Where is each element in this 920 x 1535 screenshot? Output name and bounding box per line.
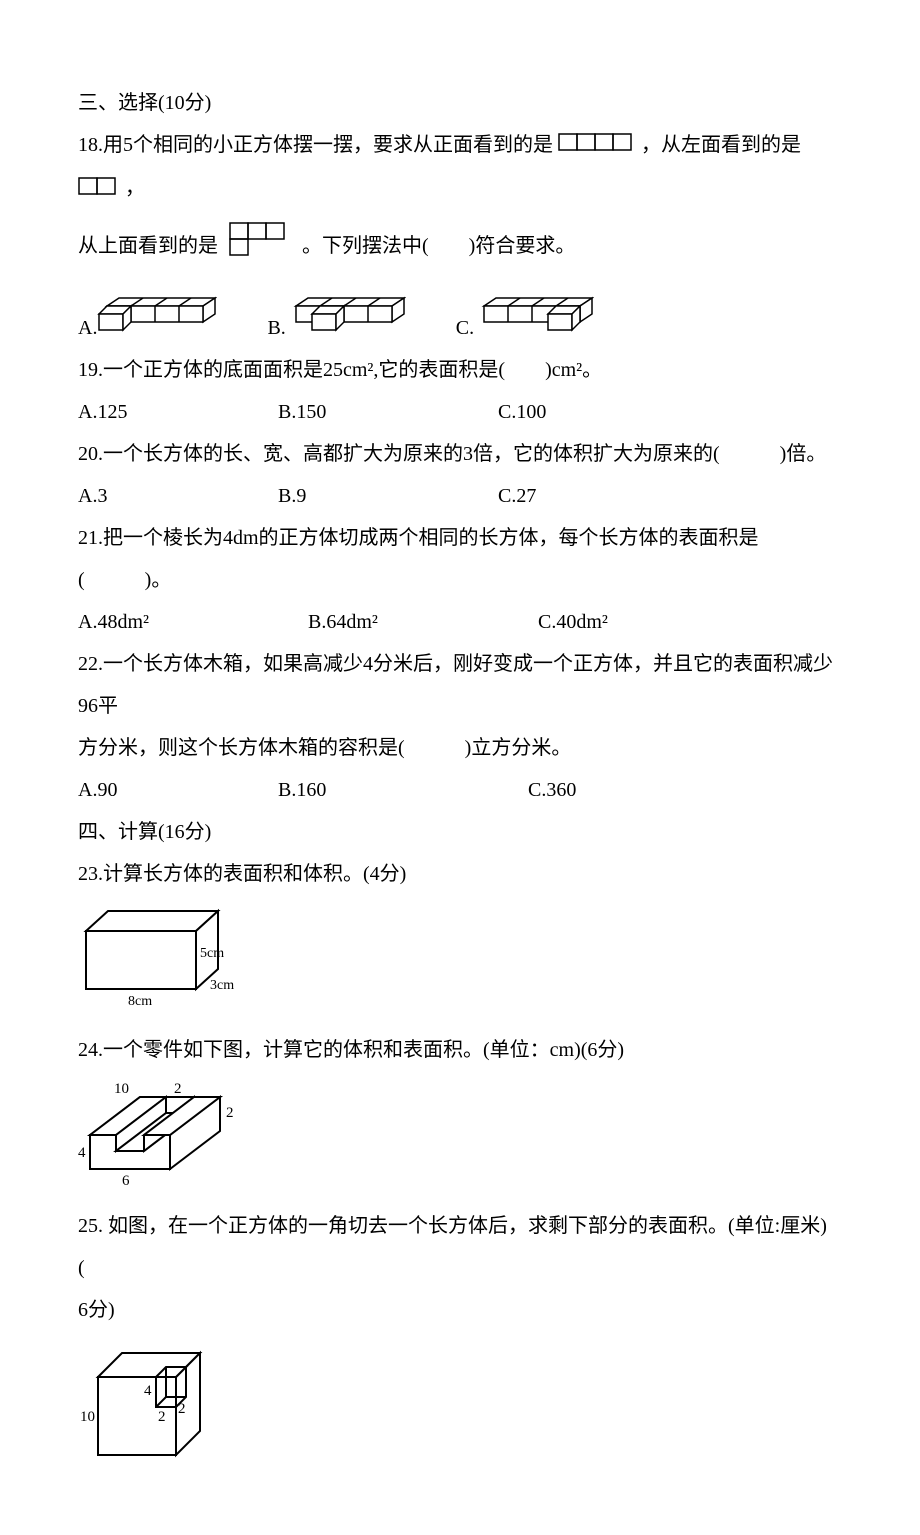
q18-left-view (78, 169, 120, 211)
q18-top-view (229, 221, 291, 274)
q24-label-4: 4 (78, 1145, 86, 1161)
q20-optB: B.9 (278, 475, 498, 517)
q19-options: A.125 B.150 C.100 (78, 391, 842, 433)
q22-optB: B.160 (278, 769, 528, 811)
q21-optC: C.40dm² (538, 601, 608, 643)
q25-diagram: 10 4 2 2 (78, 1333, 842, 1493)
q22-optA: A.90 (78, 769, 278, 811)
q24-diagram: 10 2 2 4 6 (78, 1073, 842, 1203)
q18-front-view (558, 125, 636, 167)
q20-optA: A.3 (78, 475, 278, 517)
q25-label-4: 4 (144, 1383, 152, 1399)
q24-label-10: 10 (114, 1081, 129, 1097)
q23-label-h: 5cm (200, 946, 224, 961)
section3-title: 三、选择(10分) (78, 82, 842, 124)
q18-line2a: 从上面看到的是 (78, 235, 218, 257)
q25-text2: 6分) (78, 1289, 842, 1331)
q25-text1: 25. 如图，在一个正方体的一角切去一个长方体后，求剩下部分的表面积。(单位:厘… (78, 1205, 842, 1289)
q25-label-2a: 2 (158, 1409, 166, 1425)
q20-text: 20.一个长方体的长、宽、高都扩大为原来的3倍，它的体积扩大为原来的( )倍。 (78, 433, 842, 475)
q23-text: 23.计算长方体的表面积和体积。(4分) (78, 853, 842, 895)
q24-label-2a: 2 (174, 1081, 182, 1097)
q19-optB: B.150 (278, 391, 498, 433)
q22-optC: C.360 (528, 769, 576, 811)
q23-label-w: 8cm (128, 994, 152, 1009)
q18-prefix: 18.用5个相同的小正方体摆一摆，要求从正面看到的是 (78, 134, 553, 156)
q18-optB-figure (286, 296, 406, 349)
q25-label-10: 10 (80, 1409, 95, 1425)
q18-optA-figure (97, 296, 217, 349)
q23-label-d: 3cm (210, 978, 234, 993)
q20-optC: C.27 (498, 475, 536, 517)
q19-optA: A.125 (78, 391, 278, 433)
q21-text: 21.把一个棱长为4dm的正方体切成两个相同的长方体，每个长方体的表面积是( )… (78, 517, 842, 601)
q18-optA-label: A. (78, 307, 97, 349)
q18-optC-figure (474, 296, 594, 349)
q18-line2b: 。下列摆法中( )符合要求。 (302, 235, 575, 257)
q24-text: 24.一个零件如下图，计算它的体积和表面积。(单位：cm)(6分) (78, 1029, 842, 1071)
q22-text1: 22.一个长方体木箱，如果高减少4分米后，刚好变成一个正方体，并且它的表面积减少… (78, 643, 842, 727)
q18-optB-label: B. (267, 307, 285, 349)
q21-optB: B.64dm² (308, 601, 538, 643)
q21-optA: A.48dm² (78, 601, 308, 643)
q18-line2: 从上面看到的是 。下列摆法中( )符合要求。 (78, 221, 842, 274)
q22-options: A.90 B.160 C.360 (78, 769, 842, 811)
q25-label-2b: 2 (178, 1401, 186, 1417)
q22-text2: 方分米，则这个长方体木箱的容积是( )立方分米。 (78, 727, 842, 769)
q23-diagram: 5cm 3cm 8cm (78, 897, 842, 1027)
q19-text: 19.一个正方体的底面面积是25cm²,它的表面积是( )cm²。 (78, 349, 842, 391)
q18-mid2: ， (125, 177, 145, 199)
q24-label-2b: 2 (226, 1105, 234, 1121)
q18-options: A. B. (78, 296, 842, 349)
q20-options: A.3 B.9 C.27 (78, 475, 842, 517)
q21-options: A.48dm² B.64dm² C.40dm² (78, 601, 842, 643)
q24-label-6: 6 (122, 1173, 130, 1188)
q18-optC-label: C. (456, 307, 474, 349)
q18-line1: 18.用5个相同的小正方体摆一摆，要求从正面看到的是 ，从左面看到的是 ， (78, 124, 842, 211)
section4-title: 四、计算(16分) (78, 811, 842, 853)
q18-mid1: ，从左面看到的是 (641, 134, 801, 156)
q19-optC: C.100 (498, 391, 546, 433)
